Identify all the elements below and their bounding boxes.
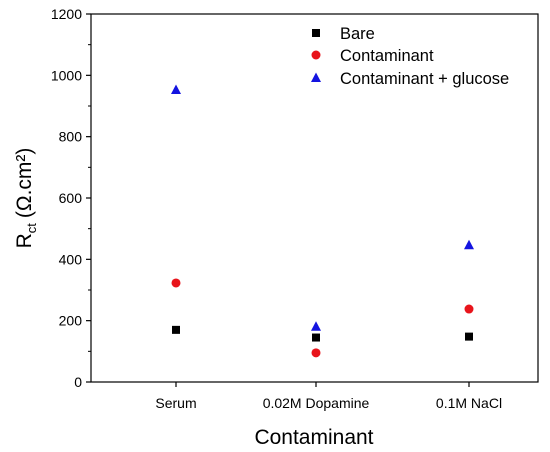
y-tick-label: 400	[59, 251, 83, 267]
point-contaminant-glucose	[171, 84, 181, 95]
legend-marker-contaminant-glucose	[311, 72, 321, 82]
y-tick-label: 1000	[51, 67, 82, 83]
point-bare	[312, 333, 320, 342]
legend-label-bare: Bare	[340, 25, 375, 43]
y-axis-title-main: R	[13, 233, 36, 248]
x-axis-title: Contaminant	[254, 426, 373, 449]
x-tick-label: Serum	[155, 395, 196, 411]
y-tick-label: 200	[59, 313, 83, 329]
x-axis: Serum 0.02M Dopamine 0.1M NaCl	[155, 382, 502, 411]
point-contaminant-glucose	[464, 239, 474, 250]
legend-marker-bare	[312, 29, 320, 37]
legend-label-contaminant: Contaminant	[340, 47, 434, 65]
legend: Bare Contaminant Contaminant + glucose	[311, 25, 509, 88]
x-tick-label: 0.1M NaCl	[436, 395, 502, 411]
y-axis-title-sub: ct	[24, 223, 39, 234]
data-points	[171, 84, 474, 358]
y-axis-title-unit: (Ω.cm²)	[13, 148, 36, 219]
y-tick-label: 600	[59, 190, 83, 206]
y-tick-label: 0	[74, 374, 82, 390]
point-contaminant	[171, 278, 181, 288]
legend-label-contaminant-glucose: Contaminant + glucose	[340, 70, 509, 88]
y-axis-title: Rct (Ω.cm²)	[13, 148, 39, 249]
y-tick-label: 1200	[51, 6, 82, 22]
legend-marker-contaminant	[311, 50, 321, 60]
point-contaminant	[464, 304, 474, 314]
y-tick-label: 800	[59, 129, 83, 145]
point-contaminant	[311, 348, 321, 358]
point-bare	[465, 332, 473, 341]
y-axis: 0 200 400 600 800 1000 1200	[51, 6, 91, 390]
point-bare	[172, 325, 180, 334]
x-tick-label: 0.02M Dopamine	[263, 395, 370, 411]
point-contaminant-glucose	[311, 321, 321, 331]
